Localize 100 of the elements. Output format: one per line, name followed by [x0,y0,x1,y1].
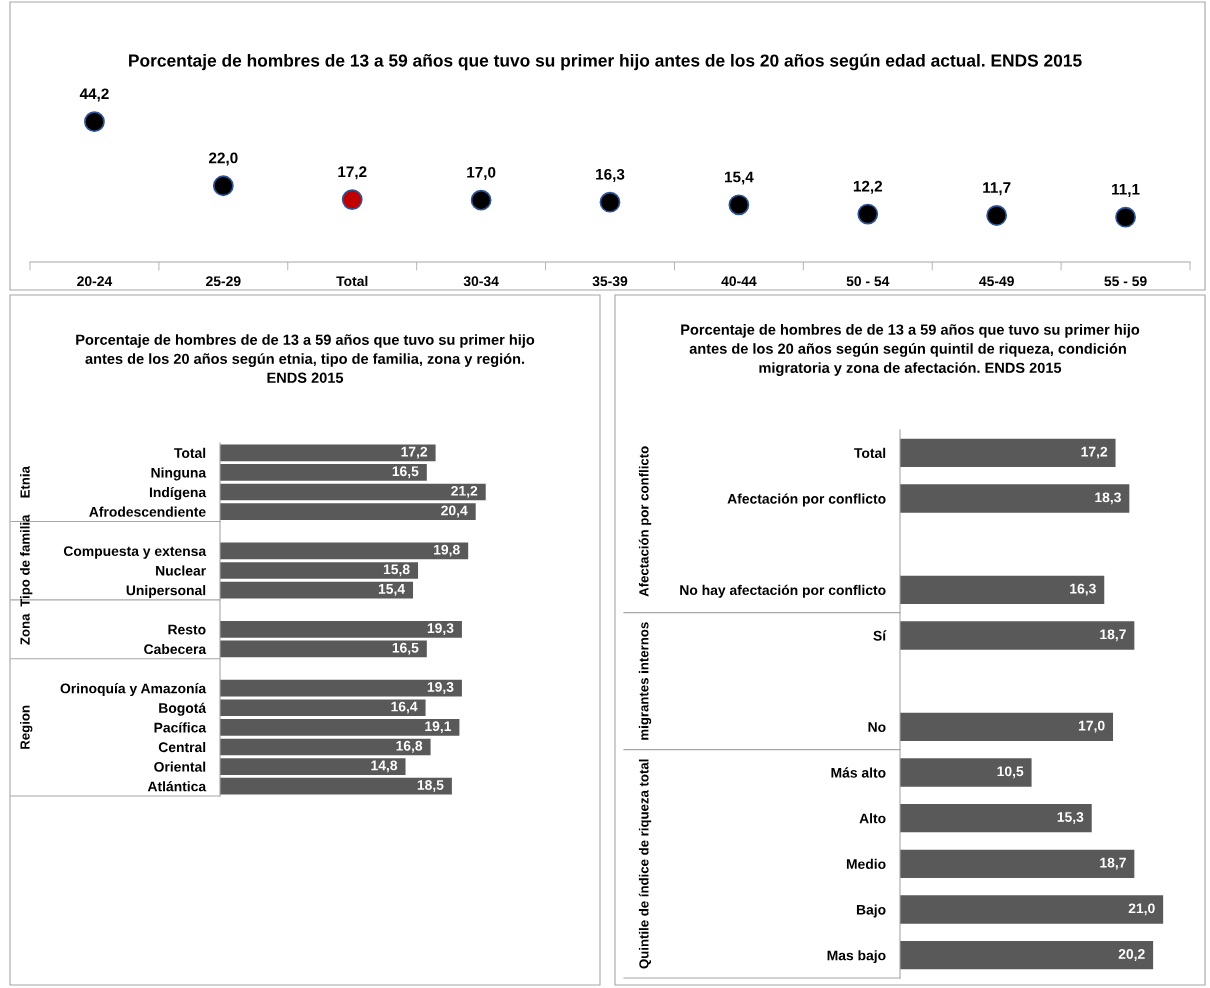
data-label: 19,8 [434,544,460,557]
bar [900,484,1130,513]
bar [900,621,1135,650]
x-tick-label: 45-49 [979,276,1014,287]
y-tick-label: Cabecera [144,643,207,655]
y-tick-label: No [868,722,886,732]
data-label: 17,2 [338,166,367,180]
data-label: 16,5 [392,642,419,655]
data-label: 22,0 [209,152,238,166]
data-label: 20,4 [441,505,468,518]
y-tick-label: Total [174,447,206,458]
y-tick-label: No hay afectación por conflicto [680,584,886,598]
data-label: 15,4 [378,584,405,596]
data-label: 16,3 [1070,583,1096,596]
y-tick-label: Resto [168,624,206,635]
bar [220,738,431,756]
bar [220,758,406,775]
bar [220,581,414,599]
data-label: 18,5 [417,780,444,792]
data-label: 14,8 [371,760,398,773]
x-tick-label: Total [336,275,368,287]
data-label: 44,2 [79,88,109,102]
data-label: 16,5 [392,466,419,479]
data-label: 21,0 [1128,903,1155,916]
text: migrantes internos [638,622,652,740]
y-tick-label: Afrodescendiente [89,506,206,517]
y-tick-label: Orinoquía y Amazonía [60,683,207,697]
data-label: 15,3 [1057,812,1084,824]
y-tick-label: Alto [859,813,886,824]
y-tick-label: Unipersonal [126,585,206,598]
bar [900,941,1154,970]
data-label: 18,3 [1095,492,1121,505]
bar [220,719,460,736]
data-label: 16,3 [596,168,625,182]
data-label: 16,4 [391,701,418,714]
data-label: 17,0 [1078,720,1105,733]
point [84,111,105,133]
x-tick-label: 50 - 54 [846,276,890,287]
data-label: 20,2 [1118,949,1145,961]
bar [900,804,1092,833]
y-tick-label: Sí [873,630,887,641]
y-tick-label: Central [158,741,206,753]
y-tick-label: Oriental [154,761,206,772]
bar [220,679,462,697]
y-tick-label: Ninguna [151,467,207,481]
bar [220,542,469,560]
y-tick-label: Bajo [856,904,886,918]
data-label: 18,7 [1100,629,1126,642]
y-tick-label: Mas bajo [827,950,886,964]
x-tick-label: 35-39 [592,276,628,287]
bar [220,444,436,462]
y-tick-label: Atlántica [147,781,207,792]
bar [220,699,426,717]
chart-title: Porcentaje de hombres de de 13 a 59 años que tuvo su primer hijo antes de los 20 años según etnia, tipo de familia, zona y región. ENDS 2015 [76,334,535,383]
point [986,205,1008,226]
text: Etnia [20,466,30,498]
point [728,194,750,216]
text: Quintile de índice de riqueza total [638,759,652,969]
bar [900,849,1135,878]
bar [900,712,1114,741]
y-tick-label: Pacífica [154,722,207,733]
data-label: 17,2 [1081,446,1108,459]
x-tick-label: 25-29 [206,276,241,287]
bar [220,562,419,579]
data-label: 18,7 [1100,857,1126,870]
data-label: 15,4 [724,171,754,185]
data-label: 19,1 [425,721,452,734]
y-tick-label: Nuclear [156,565,206,576]
y-tick-label: Indígena [149,486,207,501]
y-tick-label: Medio [846,858,886,869]
point [599,191,621,213]
data-label: 11,1 [1112,184,1140,197]
bar [220,464,427,481]
y-tick-label: Bogotá [159,702,207,716]
bar [900,758,1032,787]
bar [900,438,1116,467]
data-label: 17,0 [467,166,496,180]
y-tick-label: Más alto [831,767,886,778]
data-label: 21,2 [451,485,478,498]
x-tick-label: 30-34 [463,276,499,287]
data-label: 19,3 [427,623,454,636]
x-tick-label: 55 - 59 [1104,276,1147,287]
x-tick-label: 20-24 [77,276,113,287]
data-label: 11,7 [983,182,1011,196]
bar [220,483,486,501]
text: Tipo de familia [20,514,33,607]
point [212,175,234,197]
x-tick-label: 40-44 [721,276,757,287]
point [857,203,879,225]
bar [220,777,452,795]
text: Region [20,705,33,749]
data-label: 19,3 [427,682,454,694]
point [1115,206,1136,228]
data-label: 15,8 [383,564,410,577]
y-tick-label: Compuesta y extensa [63,546,207,559]
bar [220,503,476,520]
bar [220,640,427,658]
text: Zona [20,613,30,645]
point [470,189,492,211]
data-label: 10,5 [997,766,1024,779]
